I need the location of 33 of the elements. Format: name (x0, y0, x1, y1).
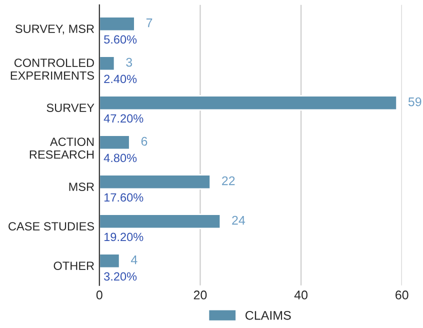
annotation: 2.40% (104, 74, 137, 84)
annotation: 17.60% (104, 193, 144, 202)
data-label: 24 (232, 216, 246, 225)
data-label: 22 (222, 176, 235, 186)
y-tick-label: SURVEY, MSR (15, 24, 94, 34)
x-tick-label: 60 (396, 290, 408, 300)
data-label: 7 (146, 18, 152, 28)
y-tick-label: SURVEY (46, 104, 94, 112)
bar (99, 56, 116, 72)
annotation: 5.60% (104, 35, 137, 44)
bar (99, 134, 130, 150)
x-tick-label: 0 (96, 290, 102, 300)
y-tick-label: OTHER (54, 262, 94, 270)
annotation: 19.20% (104, 232, 144, 242)
y-tick-label: CONTROLLED EXPERIMENTS (10, 58, 94, 80)
data-label: 6 (141, 136, 148, 146)
annotation: 4.80% (104, 154, 137, 162)
bar (99, 174, 211, 190)
bar (99, 253, 120, 269)
y-tick-label: CASE STUDIES (8, 222, 94, 231)
data-label: 3 (126, 58, 132, 67)
bar (99, 95, 398, 111)
x-tick-label: 40 (294, 290, 308, 300)
data-label: 4 (130, 256, 138, 264)
y-tick-label: ACTION RESEARCH (30, 138, 94, 159)
data-label: 59 (408, 97, 422, 106)
annotation: 3.20% (104, 272, 137, 281)
y-tick-label: MSR (69, 182, 94, 192)
bar (99, 16, 136, 32)
annotation: 47.20% (104, 114, 144, 123)
bar (99, 214, 222, 230)
legend-label: CLAIMS (245, 310, 291, 320)
x-tick-label: 20 (194, 290, 207, 300)
